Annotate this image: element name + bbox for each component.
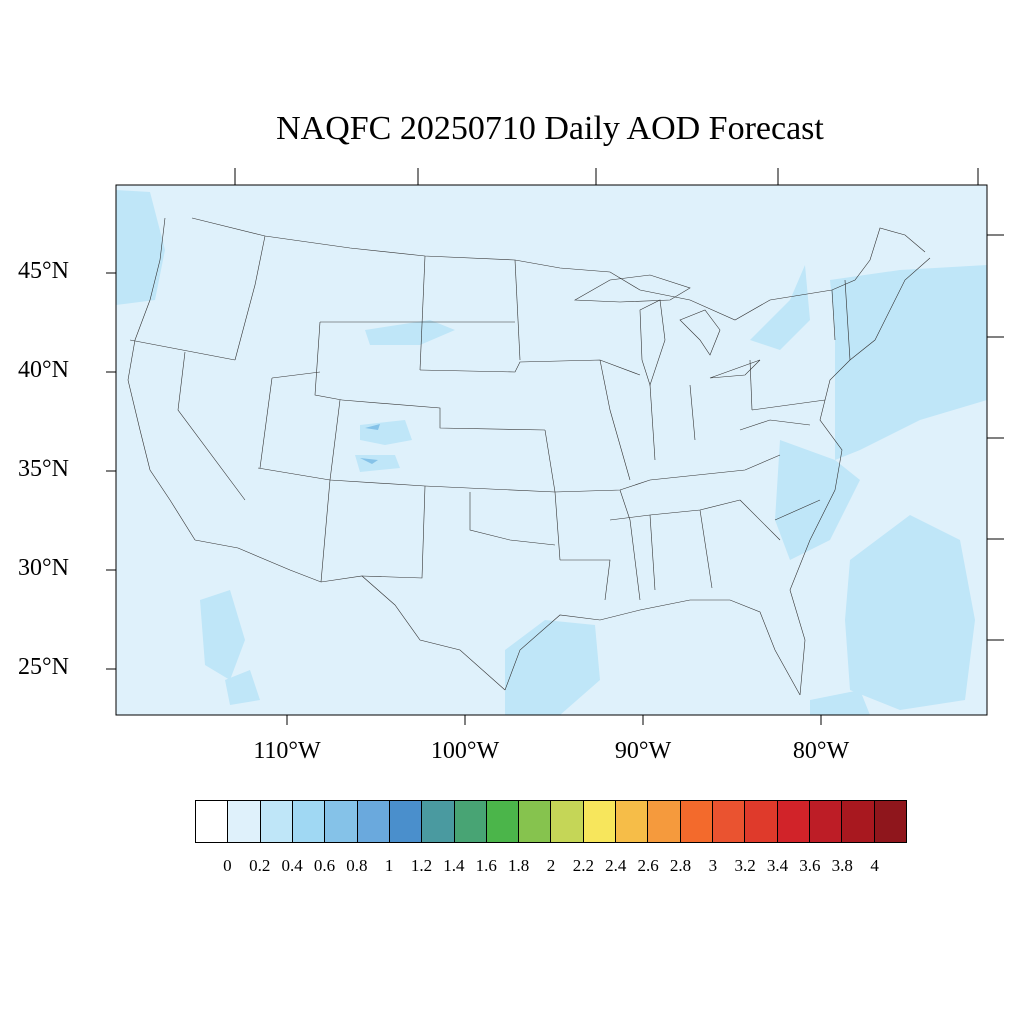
colorbar-tick-label: 2.6 (637, 856, 659, 875)
colorbar-box (713, 801, 746, 842)
colorbar-tick-label: 3 (708, 856, 718, 875)
aod-patch-gulf (505, 620, 600, 715)
lon-label-90w: 90°W (614, 738, 672, 764)
colorbar-tick-label: 0.8 (346, 856, 368, 875)
colorbar-box (196, 801, 229, 842)
colorbar-box (616, 801, 649, 842)
lon-label-110w: 110°W (253, 738, 321, 764)
colorbar-box (422, 801, 455, 842)
colorbar-box (842, 801, 875, 842)
map-ticks (106, 168, 1004, 725)
lake-erie (709, 359, 761, 379)
aod-patch-baja (200, 590, 245, 680)
lake-huron (679, 309, 721, 356)
colorbar-box (874, 801, 906, 842)
colorbar-tick-label: 2 (546, 856, 556, 875)
pacific-coast (127, 217, 196, 541)
colorbar-box (648, 801, 681, 842)
colorbar (195, 800, 907, 843)
lon-label-100w: 100°W (430, 738, 500, 764)
colorbar-tick-label: 0.4 (281, 856, 303, 875)
colorbar-tick-label: 3.8 (831, 856, 853, 875)
colorbar-tick-label: 1.8 (508, 856, 530, 875)
aod-field (116, 190, 987, 715)
atlantic-coast (789, 257, 931, 696)
colorbar-tick-label: 1 (384, 856, 394, 875)
colorbar-box (389, 801, 423, 842)
aod-patch-atlantic-south (845, 515, 975, 710)
colorbar-box (325, 801, 358, 842)
colorbar-box (809, 801, 843, 842)
colorbar-box (583, 801, 617, 842)
us-canada-border (191, 217, 926, 321)
lat-label-30n: 30°N (18, 555, 69, 581)
colorbar-tick-label: 4 (870, 856, 879, 875)
aod-patch-baja-south (225, 670, 260, 705)
colorbar-tick-label: 1.2 (410, 856, 433, 875)
colorbar-box (777, 801, 810, 842)
gulf-coast (504, 599, 801, 696)
colorbar-box (745, 801, 778, 842)
colorbar-box (551, 801, 584, 842)
lon-label-80w: 80°W (792, 738, 850, 764)
colorbar-box (680, 801, 713, 842)
colorbar-tick-label: 1.4 (443, 856, 465, 875)
lat-label-40n: 40°N (18, 357, 69, 383)
lake-michigan (639, 299, 666, 386)
colorbar-tick-label: 0.2 (249, 856, 271, 875)
colorbar-box (519, 801, 552, 842)
lat-label-35n: 35°N (18, 456, 69, 482)
aod-patch-atlantic-north (830, 265, 987, 460)
aod-patch-greatlakes (750, 265, 810, 350)
state-boundaries (127, 217, 931, 696)
map-title: NAQFC 20250710 Daily AOD Forecast (276, 110, 824, 147)
colorbar-tick-label: 2.8 (669, 856, 692, 875)
colorbar-tick-label: 0 (223, 856, 232, 875)
colorbar-box (228, 801, 261, 842)
colorbar-tick-label: 3.2 (734, 856, 756, 875)
map-frame (115, 184, 988, 716)
lat-label-45n: 45°N (18, 258, 69, 284)
colorbar-box (486, 801, 520, 842)
colorbar-box (292, 801, 326, 842)
colorbar-box (260, 801, 293, 842)
colorbar-tick-label: 3.6 (799, 856, 821, 875)
aod-patch-gulf-stream (810, 690, 870, 715)
aod-patch-wyoming (365, 320, 455, 345)
colorbar-tick-label: 2.4 (605, 856, 627, 875)
colorbar-tick-label: 2.2 (572, 856, 594, 875)
lat-label-25n: 25°N (18, 654, 69, 680)
aod-patch-pacific-north (116, 190, 165, 305)
colorbar-box (357, 801, 390, 842)
lake-superior (573, 274, 691, 303)
colorbar-tick-label: 3.4 (766, 856, 789, 875)
aod-hotspot-colorado-2 (360, 458, 378, 464)
aod-hotspots (360, 424, 380, 464)
colorbar-box (454, 801, 487, 842)
aod-hotspot-colorado-1 (365, 424, 380, 430)
colorbar-tick-label: 0.6 (313, 856, 336, 875)
colorbar-tick-label: 1.6 (475, 856, 497, 875)
